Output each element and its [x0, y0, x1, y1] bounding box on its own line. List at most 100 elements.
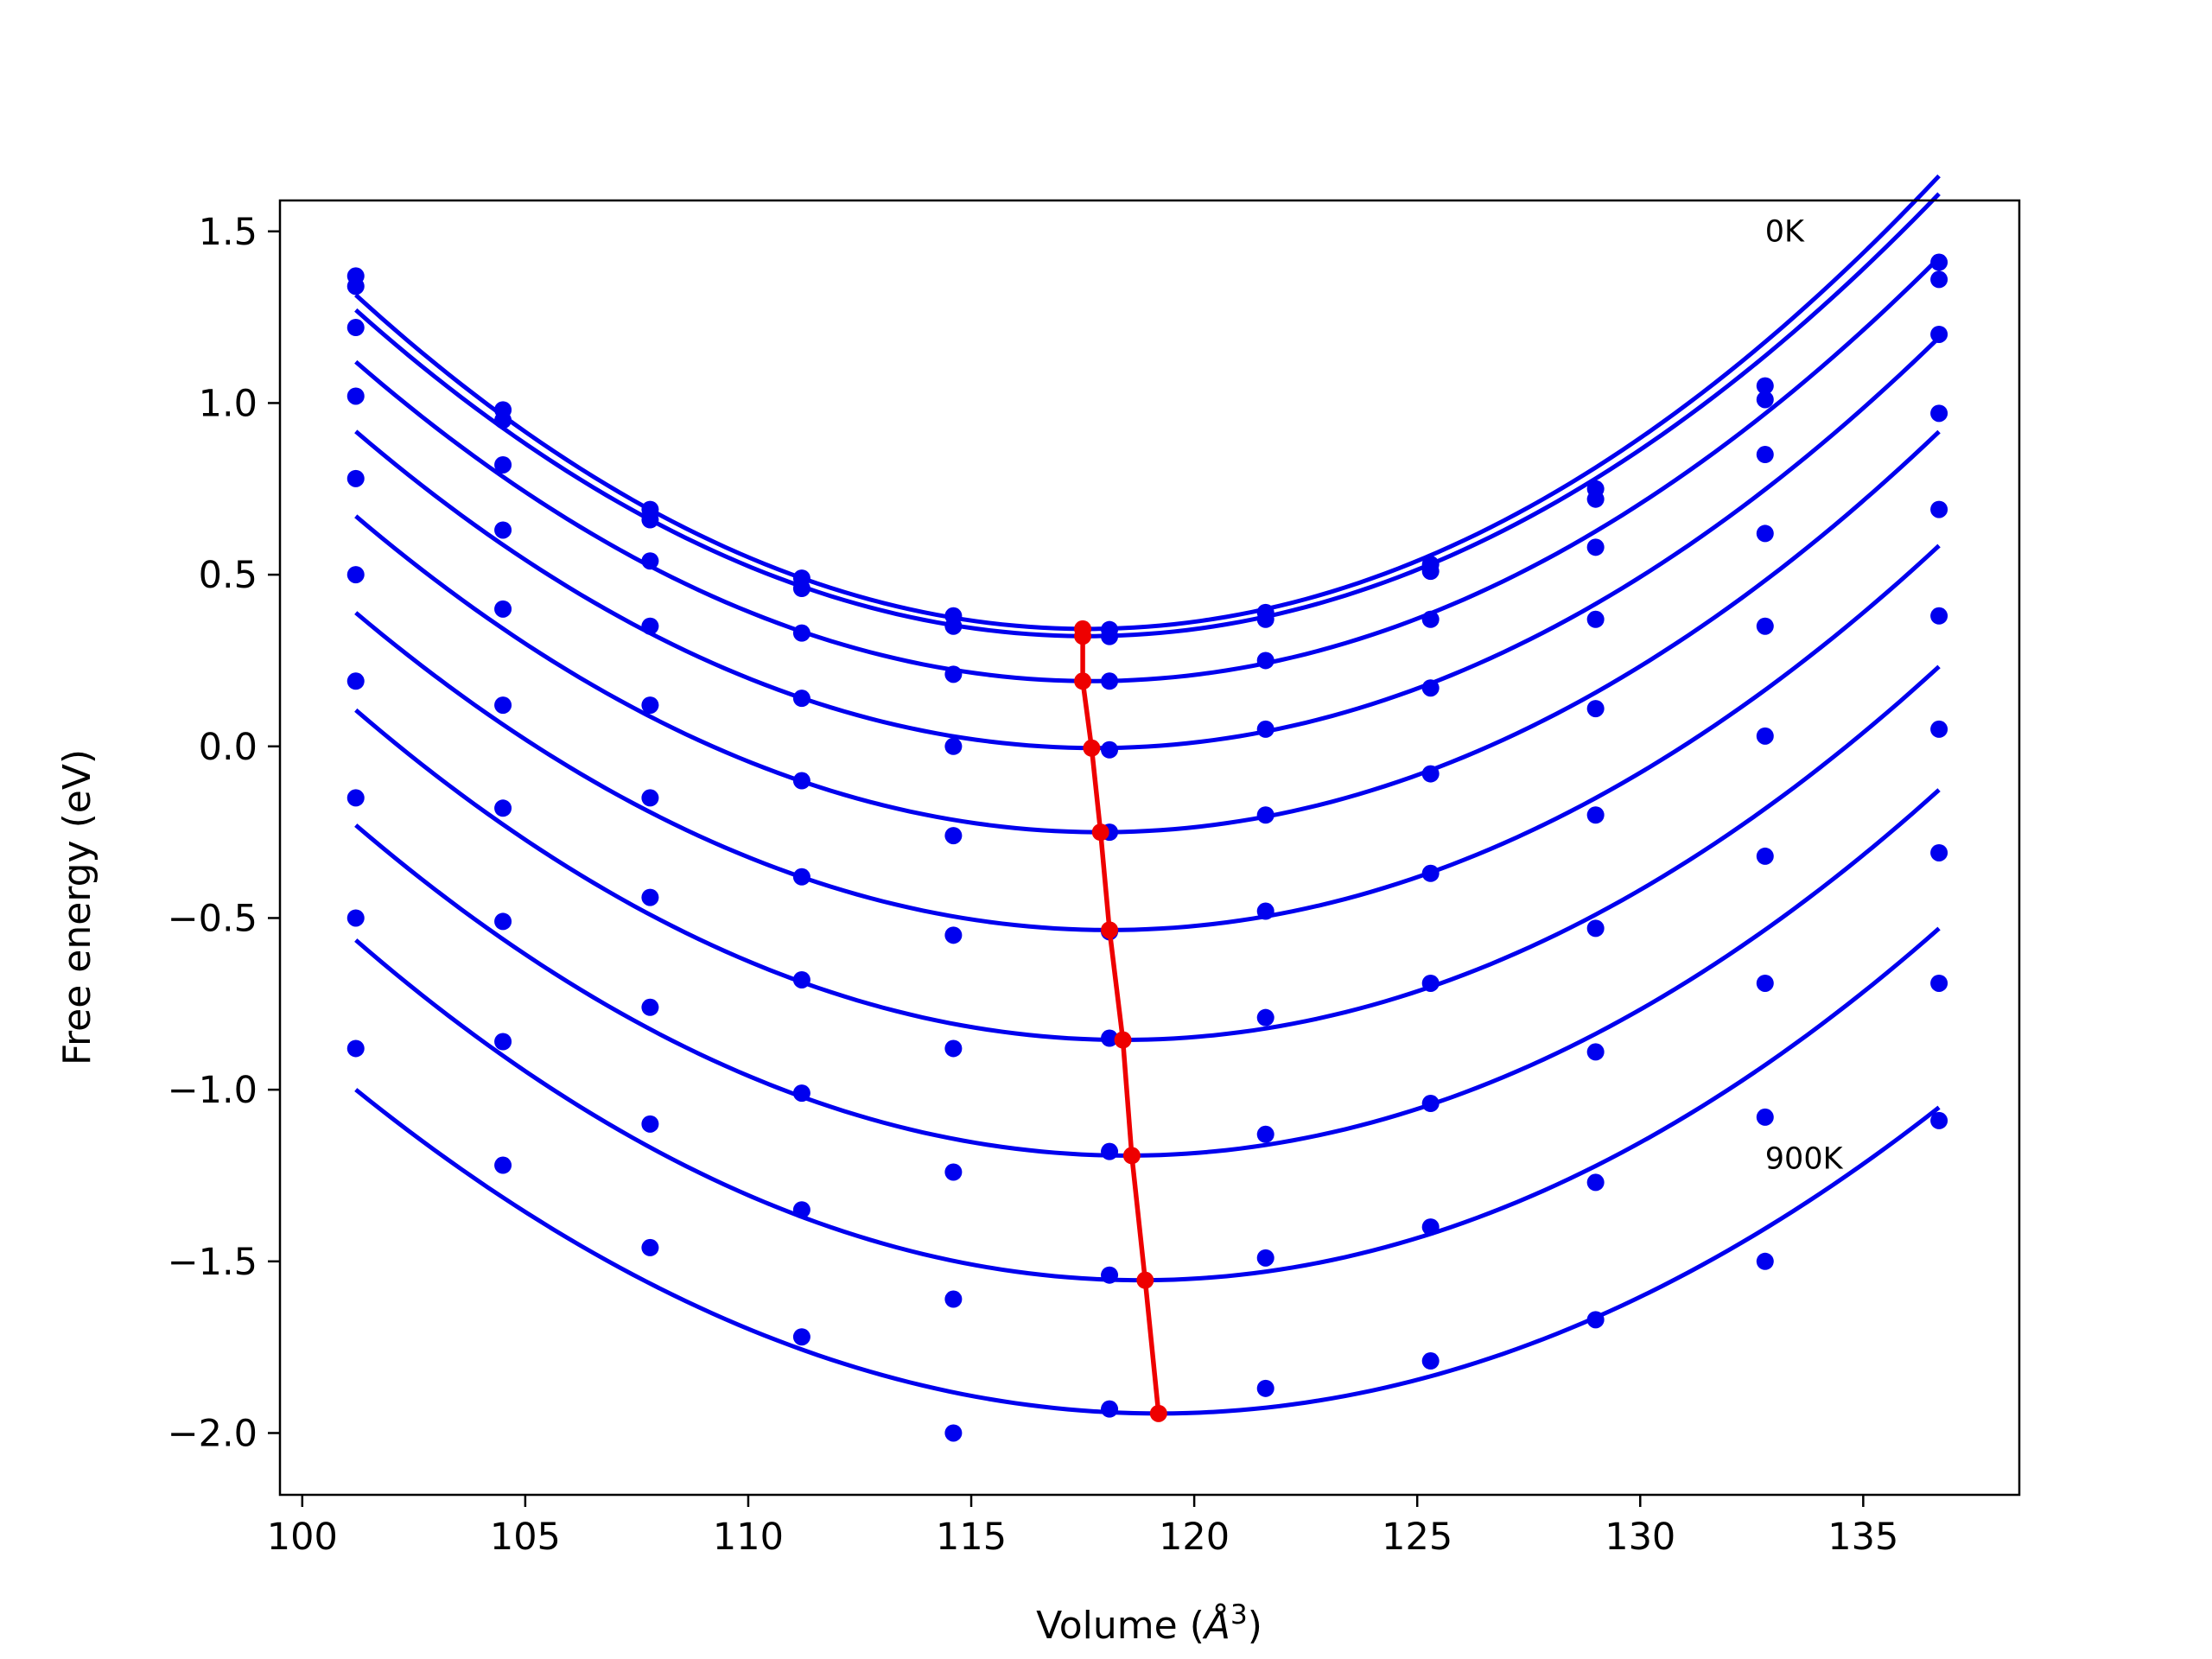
x-tick-label-1: 105	[490, 1516, 561, 1559]
plot-area	[346, 174, 1948, 1442]
data-point-5-6	[1256, 902, 1274, 920]
data-point-9-8	[1586, 1311, 1605, 1329]
data-point-5-10	[1930, 607, 1948, 625]
data-point-2-7	[1421, 610, 1440, 628]
x-tick-label-5: 125	[1382, 1516, 1452, 1559]
data-point-9-7	[1421, 1352, 1440, 1370]
data-point-7-2	[641, 998, 659, 1016]
data-point-1-1	[494, 411, 512, 429]
data-point-8-8	[1586, 1173, 1605, 1192]
minimum-marker-8	[1136, 1271, 1154, 1289]
fit-curve-5	[354, 543, 1941, 932]
data-point-9-6	[1256, 1379, 1274, 1397]
data-point-6-0	[346, 672, 365, 690]
data-point-5-2	[641, 789, 659, 807]
data-point-8-5	[1101, 1266, 1119, 1284]
data-point-6-4	[944, 1039, 963, 1058]
data-point-8-10	[1930, 974, 1948, 992]
data-point-9-4	[944, 1424, 963, 1442]
data-point-8-2	[641, 1115, 659, 1133]
data-point-5-1	[494, 696, 512, 715]
annotation-900k: 900K	[1765, 1142, 1844, 1177]
data-point-0-9	[1756, 377, 1774, 395]
data-point-0-10	[1930, 253, 1948, 271]
data-point-6-8	[1586, 919, 1605, 938]
data-point-3-9	[1756, 524, 1774, 543]
data-point-2-4	[944, 665, 963, 683]
data-point-8-0	[346, 909, 365, 927]
data-point-7-1	[494, 912, 512, 931]
fit-curve-1	[354, 192, 1941, 639]
data-point-1-7	[1421, 563, 1440, 581]
data-point-3-7	[1421, 679, 1440, 697]
data-point-9-10	[1930, 1111, 1948, 1129]
data-point-3-6	[1256, 720, 1274, 738]
axes-frame	[278, 199, 2021, 1497]
data-point-1-4	[944, 617, 963, 635]
fit-curve-6	[354, 664, 1941, 1043]
data-point-9-5	[1101, 1400, 1119, 1418]
data-point-4-0	[346, 469, 365, 487]
x-axis-label-text: Volume (	[1036, 1604, 1205, 1648]
data-point-1-8	[1586, 490, 1605, 508]
data-point-7-3	[792, 1084, 810, 1103]
data-point-2-9	[1756, 446, 1774, 464]
data-point-8-9	[1756, 1108, 1774, 1126]
data-point-2-5	[1101, 672, 1119, 690]
data-point-8-6	[1256, 1249, 1274, 1267]
data-point-2-10	[1930, 325, 1948, 343]
data-point-6-6	[1256, 1008, 1274, 1027]
y-tick-label-6: 1.0	[199, 382, 257, 425]
data-point-6-9	[1756, 847, 1774, 865]
data-point-7-6	[1256, 1125, 1274, 1143]
data-point-4-10	[1930, 500, 1948, 518]
data-point-2-6	[1256, 652, 1274, 670]
x-tick-label-2: 110	[713, 1516, 784, 1559]
data-point-8-1	[494, 1033, 512, 1051]
data-point-9-1	[494, 1156, 512, 1174]
data-point-6-7	[1421, 974, 1440, 992]
fit-curve-9	[354, 1088, 1941, 1416]
data-point-1-9	[1756, 391, 1774, 409]
minimum-marker-6	[1114, 1031, 1132, 1049]
minimum-marker-4	[1091, 823, 1109, 842]
data-point-5-0	[346, 566, 365, 584]
fit-curve-0	[354, 174, 1941, 632]
y-axis-label: Free energy (eV)	[55, 749, 99, 1065]
data-point-9-9	[1756, 1252, 1774, 1270]
data-point-8-4	[944, 1290, 963, 1308]
minimum-marker-9	[1149, 1404, 1167, 1422]
x-tick-label-3: 115	[936, 1516, 1007, 1559]
data-point-6-1	[494, 799, 512, 817]
x-tick-label-0: 100	[267, 1516, 338, 1559]
x-axis-label-unit: Å	[1202, 1602, 1230, 1648]
data-point-7-10	[1930, 843, 1948, 861]
data-point-3-0	[346, 387, 365, 405]
data-point-1-3	[792, 580, 810, 598]
fit-curve-7	[354, 788, 1941, 1158]
data-point-9-0	[346, 1039, 365, 1058]
data-point-5-4	[944, 926, 963, 944]
data-point-5-3	[792, 868, 810, 886]
data-point-6-5	[1101, 1029, 1119, 1047]
data-point-4-9	[1756, 617, 1774, 635]
x-axis-label: Volume (Å3)	[1036, 1599, 1262, 1648]
data-point-6-3	[792, 970, 810, 988]
data-point-1-5	[1101, 627, 1119, 645]
minimum-marker-1	[1074, 627, 1092, 645]
fit-curve-3	[354, 335, 1941, 751]
data-point-3-10	[1930, 404, 1948, 423]
data-point-5-9	[1756, 727, 1774, 745]
data-point-6-2	[641, 888, 659, 906]
data-point-3-3	[792, 690, 810, 708]
data-point-5-8	[1586, 806, 1605, 824]
data-point-1-6	[1256, 610, 1274, 628]
data-point-9-3	[792, 1328, 810, 1346]
y-tick-label-2: −1.0	[168, 1069, 257, 1112]
y-tick-label-1: −1.5	[168, 1241, 257, 1284]
fit-curve-2	[354, 256, 1941, 683]
data-point-3-2	[641, 617, 659, 635]
data-point-4-2	[641, 696, 659, 715]
data-point-8-3	[792, 1201, 810, 1219]
